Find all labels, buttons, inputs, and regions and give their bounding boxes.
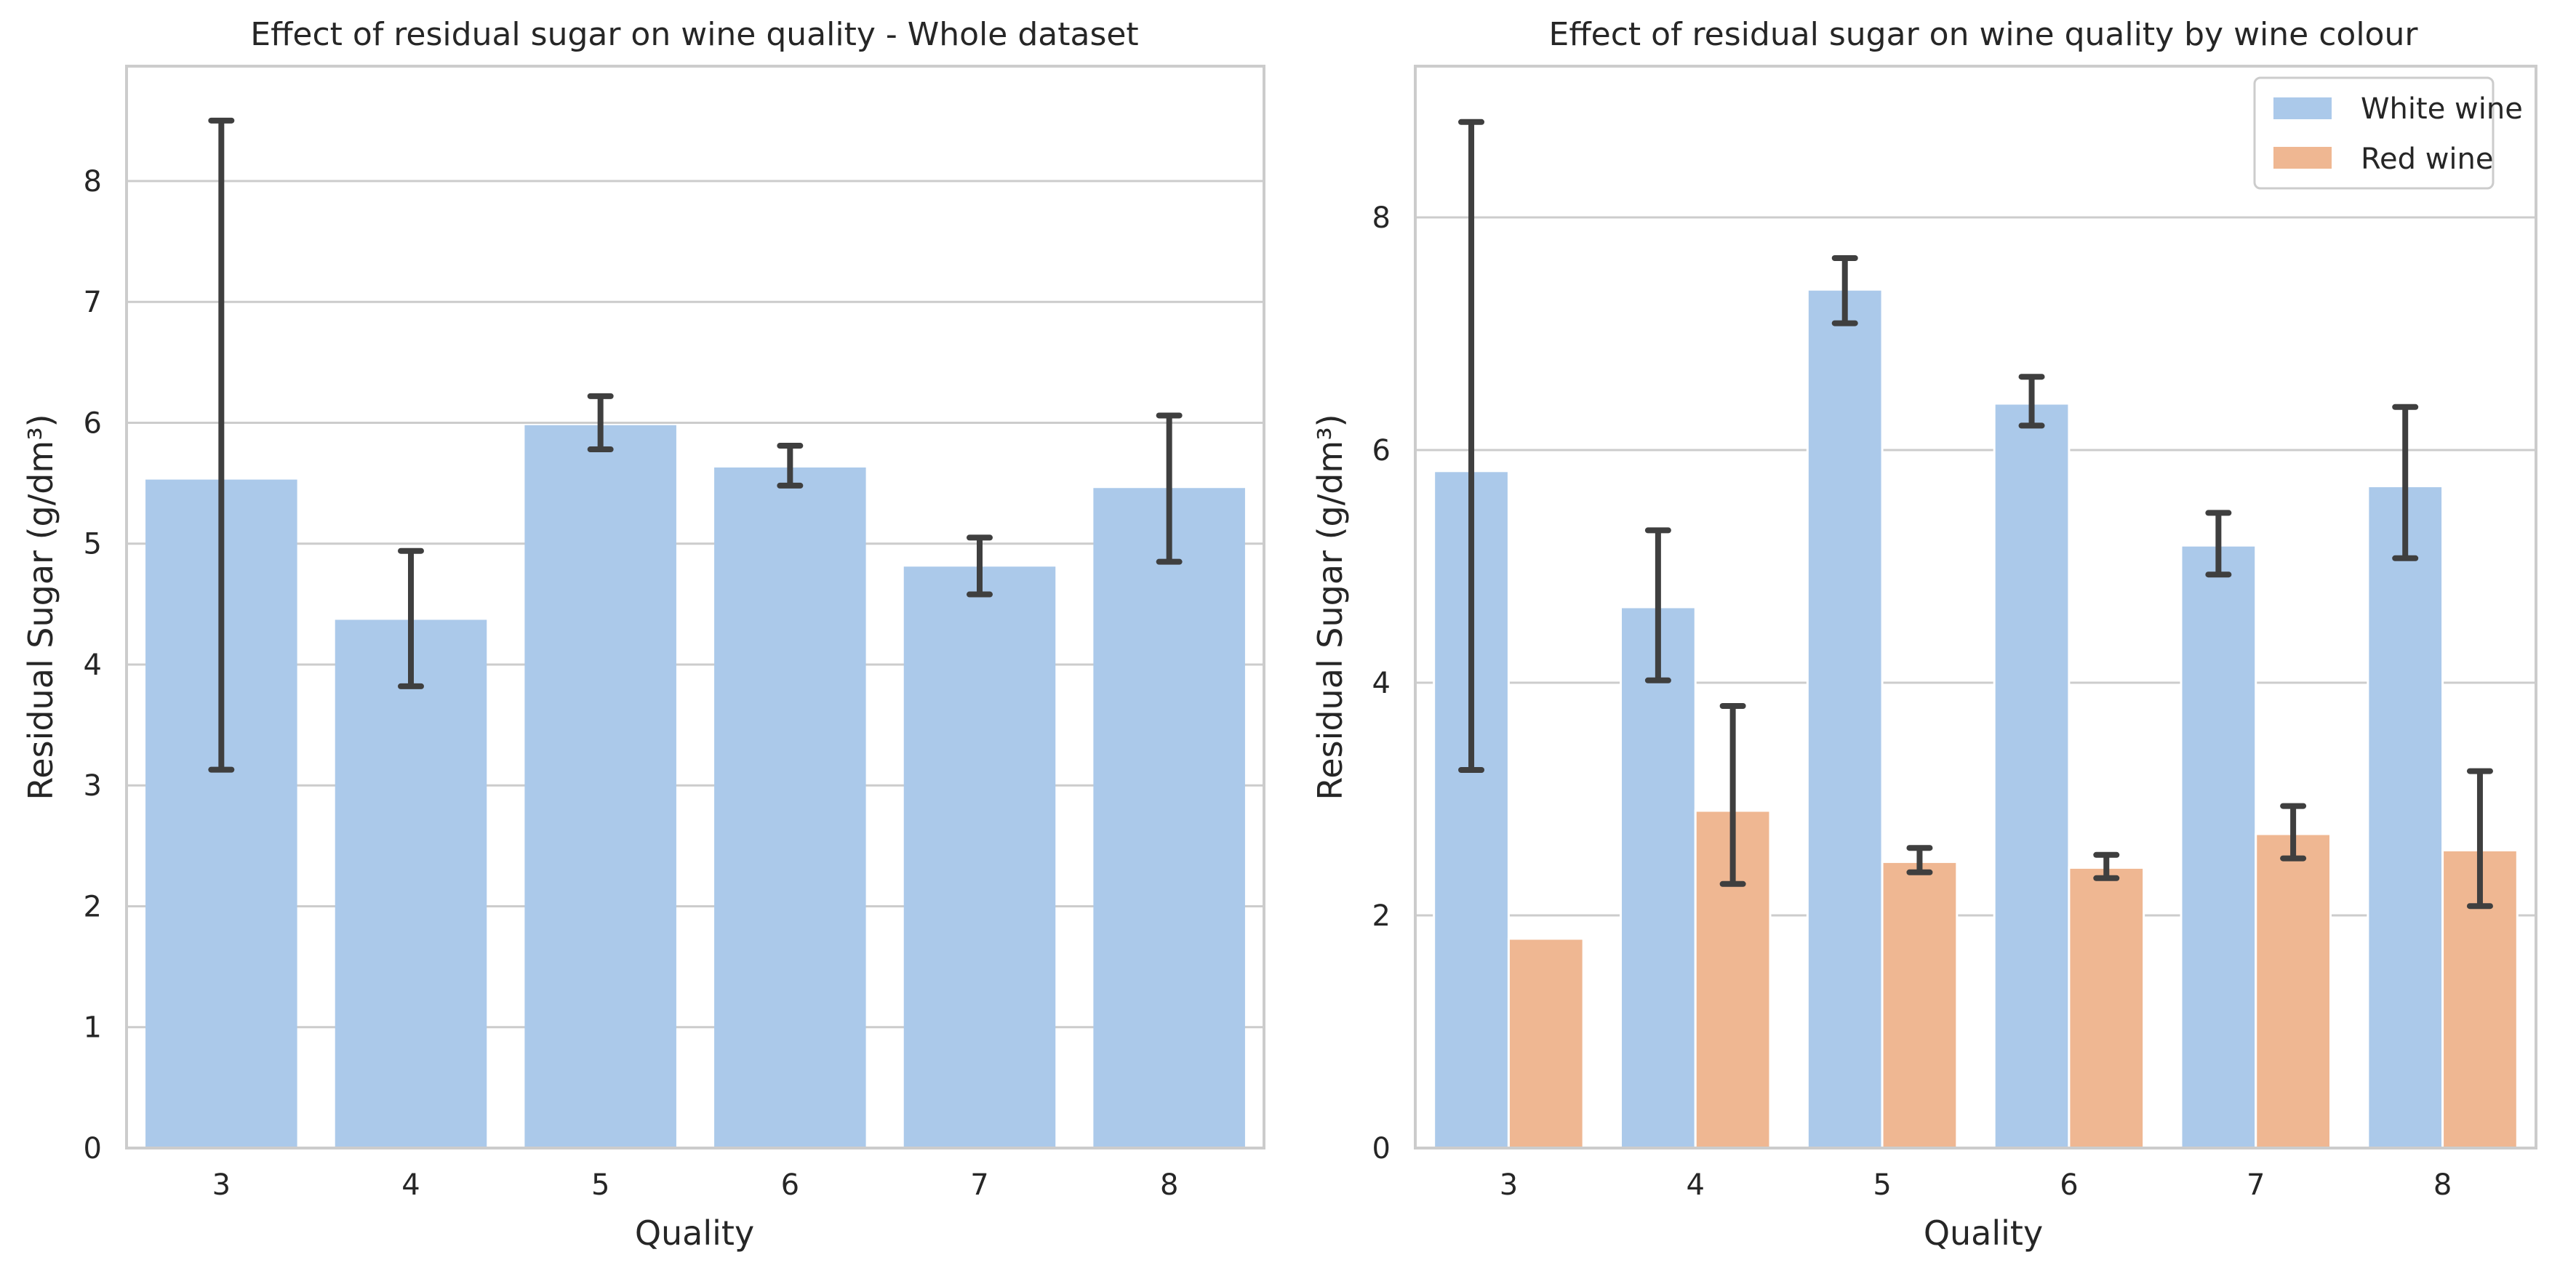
- legend-swatch-white-wine: [2273, 97, 2332, 119]
- bars: [1433, 288, 2519, 1149]
- y-tick-label: 8: [1372, 201, 1391, 235]
- x-axis-label: Quality: [635, 1213, 754, 1253]
- y-tick-label: 3: [84, 769, 102, 803]
- chart-panel-whole-dataset: 0 1 2 3 4 5 6 7 8 3 4 5 6 7 8 Effect of residual suga…: [21, 16, 1265, 1253]
- x-tick-labels: 3 4 5 6 7 8: [1500, 1168, 2452, 1202]
- y-axis-label: Residual Sugar (g/dm³): [1311, 414, 1350, 800]
- bar: [2180, 544, 2257, 1149]
- y-axis-label: Residual Sugar (g/dm³): [21, 414, 60, 800]
- legend: White wine Red wine: [2253, 76, 2523, 190]
- legend-label-red-wine: Red wine: [2361, 143, 2494, 176]
- bar: [903, 566, 1056, 1148]
- chart-title: Effect of residual sugar on wine quality…: [1549, 16, 2419, 53]
- y-tick-label: 4: [84, 649, 102, 682]
- x-tick-label: 8: [2433, 1168, 2452, 1202]
- y-tick-labels: 0 2 4 6 8: [1372, 201, 1391, 1165]
- legend-swatch-red-wine: [2273, 147, 2332, 169]
- bar: [2255, 832, 2332, 1149]
- y-tick-label: 7: [84, 286, 102, 319]
- bar: [1881, 860, 1959, 1149]
- x-tick-label: 7: [2247, 1168, 2265, 1202]
- x-tick-label: 6: [781, 1168, 799, 1202]
- bar: [335, 619, 487, 1148]
- axes-frame: [125, 65, 1265, 1149]
- bar: [1993, 402, 2071, 1149]
- axes-frame: [1414, 65, 2537, 1149]
- y-tick-labels: 0 1 2 3 4 5 6 7 8: [84, 165, 102, 1165]
- x-tick-label: 5: [1873, 1168, 1891, 1202]
- y-tick-label: 5: [84, 528, 102, 561]
- x-axis-label: Quality: [1924, 1213, 2043, 1253]
- x-tick-label: 6: [2060, 1168, 2078, 1202]
- y-tick-label: 2: [84, 890, 102, 923]
- y-tick-label: 4: [1372, 667, 1391, 700]
- x-tick-labels: 3 4 5 6 7 8: [212, 1168, 1179, 1202]
- legend-label-white-wine: White wine: [2361, 92, 2523, 126]
- y-tick-label: 2: [1372, 899, 1391, 933]
- x-tick-label: 3: [212, 1168, 231, 1202]
- error-bars: [208, 117, 1183, 773]
- y-tick-label: 8: [84, 165, 102, 198]
- x-tick-label: 3: [1500, 1168, 1518, 1202]
- error-bars: [1458, 119, 2493, 910]
- x-tick-label: 4: [1687, 1168, 1705, 1202]
- x-tick-label: 8: [1160, 1168, 1178, 1202]
- chart-title: Effect of residual sugar on wine quality…: [250, 16, 1138, 53]
- bar: [1093, 488, 1245, 1148]
- chart-panel-by-wine-colour: 0 2 4 6 8 3 4 5 6 7 8 Effect of residual sugar on…: [1311, 16, 2537, 1253]
- x-tick-label: 5: [591, 1168, 609, 1202]
- x-tick-label: 4: [401, 1168, 420, 1202]
- bar: [1507, 937, 1585, 1149]
- y-tick-label: 6: [84, 406, 102, 440]
- bar: [1806, 288, 1884, 1149]
- y-tick-label: 6: [1372, 434, 1391, 468]
- y-tick-label: 1: [84, 1011, 102, 1045]
- bar: [1620, 606, 1697, 1149]
- bars: [145, 425, 1245, 1148]
- bar: [2068, 866, 2145, 1149]
- y-tick-label: 0: [84, 1132, 102, 1165]
- bar: [2367, 485, 2444, 1149]
- bar: [714, 467, 866, 1148]
- x-tick-label: 7: [970, 1168, 988, 1202]
- y-tick-label: 0: [1372, 1132, 1391, 1165]
- bar: [524, 425, 676, 1148]
